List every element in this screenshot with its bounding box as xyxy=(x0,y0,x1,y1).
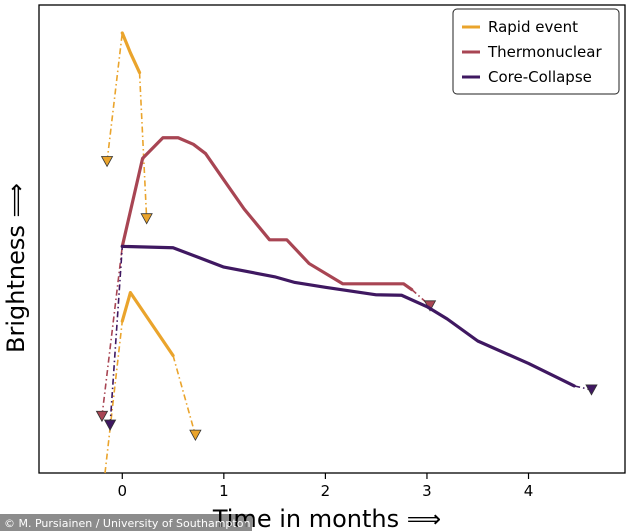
series-dashed-segment xyxy=(101,246,124,417)
credit-background xyxy=(0,514,252,531)
legend: Rapid event Thermonuclear Core-Collapse xyxy=(452,8,620,95)
series-dashed-segment xyxy=(138,72,148,219)
x-tick-label: 3 xyxy=(422,482,432,500)
x-axis-label: Time in months ⟹ xyxy=(212,505,441,531)
series-line xyxy=(120,136,414,292)
x-tick-label: 1 xyxy=(219,482,229,500)
legend-label-core-collapse: Core-Collapse xyxy=(488,68,592,86)
x-tick-label: 0 xyxy=(118,482,128,500)
x-tick-label: 4 xyxy=(524,482,534,500)
series-rapid-event xyxy=(100,31,202,474)
series-core-collapse xyxy=(103,244,598,431)
upper-limit-marker xyxy=(100,156,114,168)
credit-text: © M. Pursiainen / University of Southamp… xyxy=(4,517,250,530)
series-line xyxy=(120,291,175,358)
x-axis-ticks: 0 1 2 3 4 xyxy=(118,473,534,500)
series-thermonuclear xyxy=(95,136,437,423)
upper-limit-marker xyxy=(189,429,202,441)
series-line xyxy=(120,31,142,75)
series-dashed-segment xyxy=(109,246,124,426)
legend-label-thermonuclear: Thermonuclear xyxy=(487,43,602,61)
series-dashed-segment xyxy=(172,355,197,436)
upper-limit-marker xyxy=(95,410,109,423)
upper-limit-marker xyxy=(585,384,598,396)
x-tick-label: 2 xyxy=(321,482,331,500)
legend-box xyxy=(452,8,620,95)
series-dashed-segment xyxy=(411,288,431,307)
y-axis-label: Brightness ⟹ xyxy=(2,183,30,353)
upper-limit-marker xyxy=(140,213,153,225)
legend-label-rapid-event: Rapid event xyxy=(488,18,578,36)
series-layer xyxy=(95,31,598,474)
series-line xyxy=(120,244,576,388)
series-dashed-segment xyxy=(104,321,124,474)
credit-banner: © M. Pursiainen / University of Southamp… xyxy=(0,514,252,531)
upper-limit-marker xyxy=(103,419,117,431)
